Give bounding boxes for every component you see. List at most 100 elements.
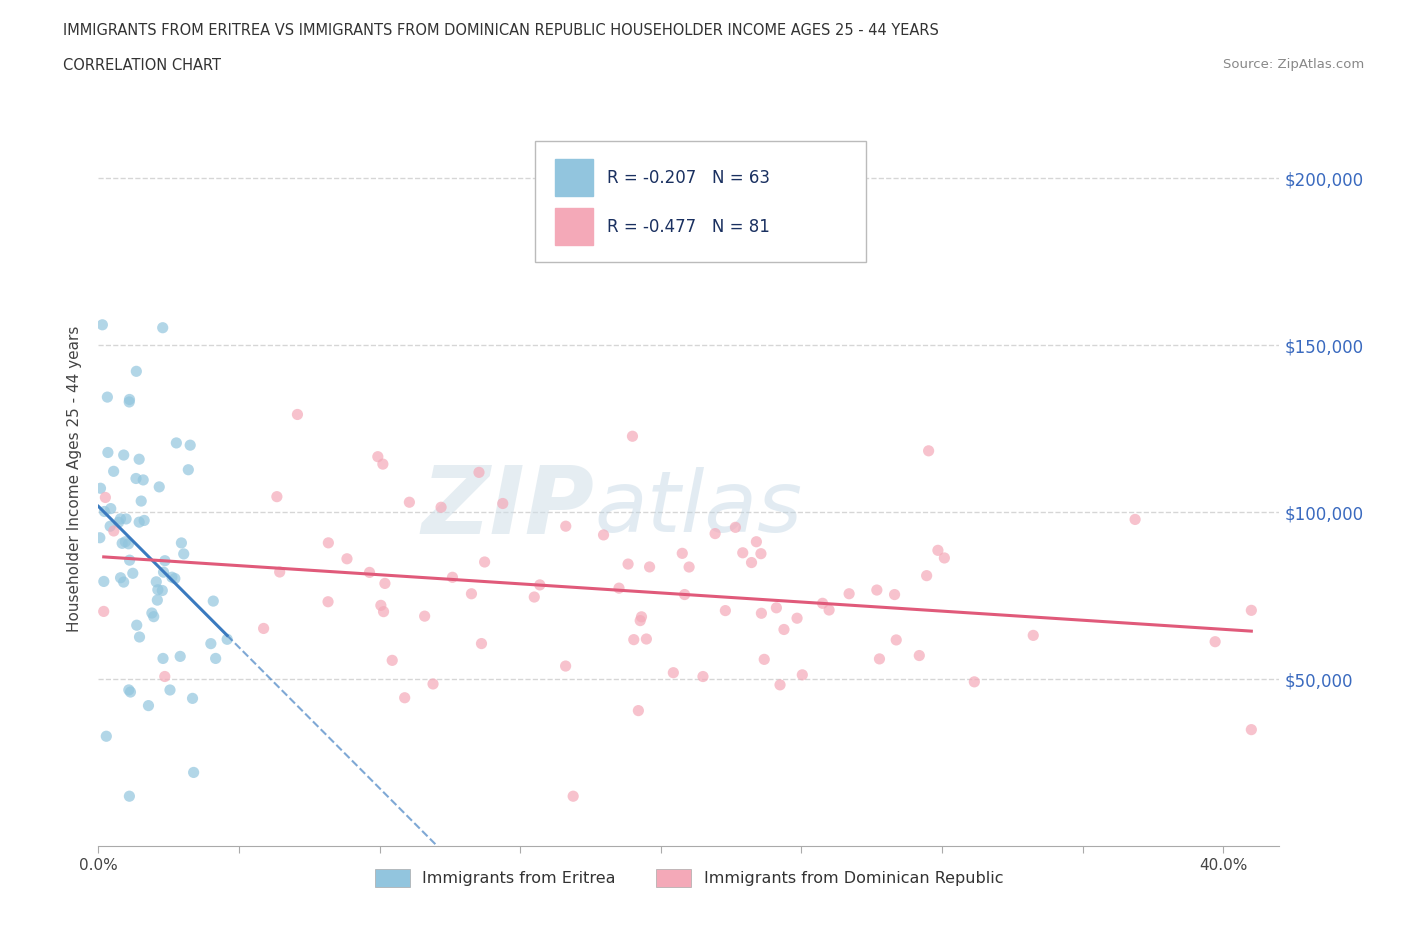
Point: [523, 590, 546, 604]
Point: [381, 653, 404, 668]
Point: [430, 499, 453, 514]
Point: [741, 555, 763, 570]
Point: [316, 594, 339, 609]
FancyBboxPatch shape: [536, 141, 866, 262]
Point: [200, 636, 222, 651]
Point: [1123, 512, 1146, 527]
Point: [173, 547, 195, 562]
Point: [153, 553, 176, 568]
Point: [159, 683, 181, 698]
Point: [125, 364, 148, 379]
Point: [93, 574, 115, 589]
Point: [336, 551, 359, 566]
Point: [662, 665, 685, 680]
Point: [636, 631, 658, 646]
Point: [110, 570, 132, 585]
Point: [269, 565, 291, 579]
Point: [152, 651, 174, 666]
Point: [165, 435, 187, 450]
Text: R = -0.477   N = 81: R = -0.477 N = 81: [607, 218, 770, 235]
Point: [93, 604, 115, 618]
Point: [266, 489, 288, 504]
Point: [628, 613, 651, 628]
Point: [370, 598, 392, 613]
Point: [769, 677, 792, 692]
Point: [103, 464, 125, 479]
Point: [470, 636, 492, 651]
Point: [125, 618, 148, 632]
Point: [318, 536, 340, 551]
Point: [554, 658, 576, 673]
Point: [374, 576, 396, 591]
Point: [724, 520, 747, 535]
Point: [811, 596, 834, 611]
Point: [441, 570, 464, 585]
Point: [765, 601, 787, 616]
Point: [153, 669, 176, 684]
Point: [866, 582, 889, 597]
Point: [883, 587, 905, 602]
Point: [754, 652, 776, 667]
Point: [638, 560, 661, 575]
Point: [554, 519, 576, 534]
Point: [107, 515, 129, 530]
Point: [129, 494, 152, 509]
Point: [627, 703, 650, 718]
Text: ZIP: ZIP: [422, 462, 595, 554]
Point: [367, 449, 389, 464]
Point: [692, 669, 714, 684]
Text: IMMIGRANTS FROM ERITREA VS IMMIGRANTS FROM DOMINICAN REPUBLIC HOUSEHOLDER INCOME: IMMIGRANTS FROM ERITREA VS IMMIGRANTS FR…: [63, 23, 939, 38]
Point: [183, 765, 205, 780]
Point: [745, 535, 768, 550]
Point: [179, 438, 201, 453]
Bar: [555, 208, 593, 245]
Point: [908, 648, 931, 663]
Point: [118, 683, 141, 698]
Point: [132, 472, 155, 487]
Point: [413, 609, 436, 624]
Point: [142, 609, 165, 624]
Point: [94, 490, 117, 505]
Point: [112, 575, 135, 590]
Point: [152, 565, 174, 579]
Point: [89, 481, 111, 496]
Point: [120, 684, 142, 699]
Point: [93, 504, 115, 519]
Point: [869, 651, 891, 666]
Point: [529, 578, 551, 592]
Point: [394, 690, 416, 705]
Point: [671, 546, 693, 561]
Point: [96, 729, 118, 744]
Point: [115, 512, 138, 526]
Point: [934, 551, 956, 565]
Point: [163, 571, 186, 586]
Point: [121, 565, 143, 580]
Point: [562, 789, 585, 804]
Point: [884, 632, 907, 647]
Point: [714, 604, 737, 618]
Text: atlas: atlas: [595, 467, 803, 550]
Point: [128, 630, 150, 644]
Point: [217, 631, 239, 646]
Point: [630, 609, 652, 624]
Point: [150, 583, 173, 598]
Point: [927, 543, 949, 558]
Point: [138, 698, 160, 713]
Point: [474, 554, 496, 569]
Point: [792, 668, 814, 683]
Text: CORRELATION CHART: CORRELATION CHART: [63, 58, 221, 73]
Point: [204, 651, 226, 666]
Point: [128, 452, 150, 467]
Point: [607, 580, 630, 595]
Point: [118, 392, 141, 407]
Point: [678, 560, 700, 575]
Point: [181, 691, 204, 706]
Point: [373, 604, 395, 619]
Point: [1240, 723, 1263, 737]
Point: [287, 407, 309, 422]
Point: [110, 512, 132, 526]
Point: [98, 519, 121, 534]
Point: [751, 605, 773, 620]
Point: [169, 649, 191, 664]
Point: [838, 586, 860, 601]
